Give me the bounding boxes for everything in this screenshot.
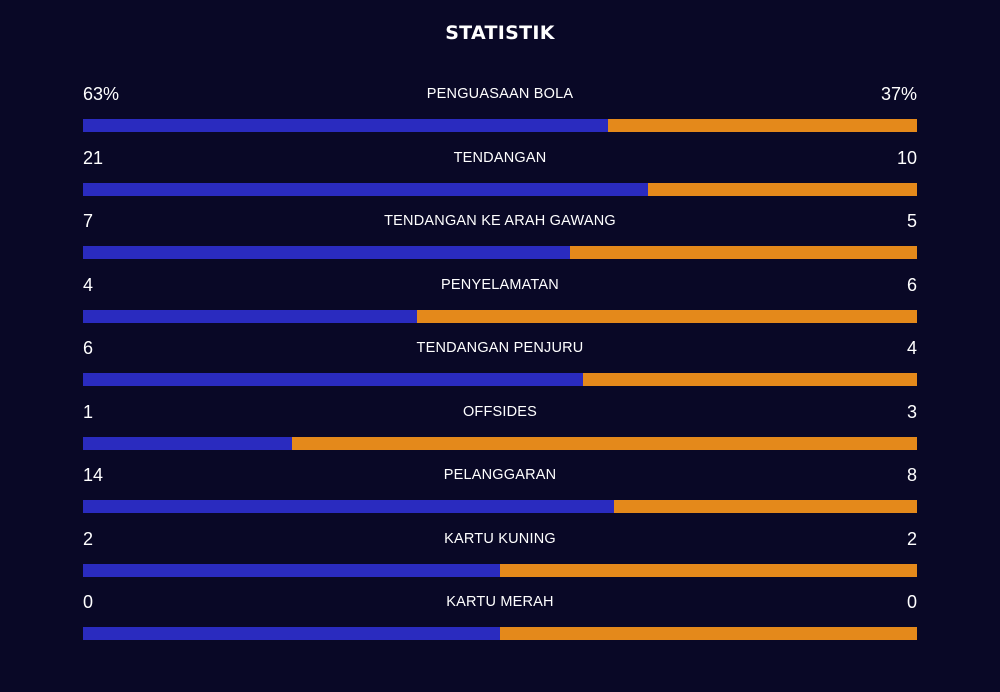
stat-comparison-bar xyxy=(83,309,917,323)
stat-away-value: 4 xyxy=(906,338,917,358)
stat-bar-away xyxy=(416,309,917,323)
stat-away-value: 5 xyxy=(906,211,917,231)
stat-label: PENGUASAAN BOLA xyxy=(426,86,574,102)
stat-away-value: 0 xyxy=(906,592,917,612)
stats-title: STATISTIK xyxy=(445,22,555,44)
stat-bar-away xyxy=(647,182,917,196)
stat-home-value: 14 xyxy=(83,465,104,485)
stat-bar-away xyxy=(608,119,917,132)
stat-label: TENDANGAN KE ARAH GAWANG xyxy=(384,213,616,229)
stat-home-value: 0 xyxy=(83,592,94,612)
stat-home-value: 63% xyxy=(83,84,120,104)
stat-bar-away xyxy=(500,563,917,577)
stat-comparison-bar xyxy=(83,436,917,450)
stat-home-value: 1 xyxy=(83,401,94,422)
stat-comparison-bar xyxy=(83,246,917,259)
stat-row-corners: 6 TENDANGAN PENJURU 4 xyxy=(83,334,917,398)
stat-bar-home xyxy=(83,119,609,132)
stat-bar-away xyxy=(583,373,917,386)
stat-row-shots-on-target: 7 TENDANGAN KE ARAH GAWANG 5 xyxy=(83,207,917,271)
stat-bar-away xyxy=(613,500,917,513)
stat-row-shots: 21 TENDANGAN 10 xyxy=(83,144,917,208)
stat-row-saves: 4 PENYELAMATAN 6 xyxy=(83,271,917,335)
stat-comparison-bar xyxy=(83,500,917,513)
stat-away-value: 37% xyxy=(880,84,917,104)
stat-label: TENDANGAN xyxy=(453,149,547,166)
stat-label: PELANGGARAN xyxy=(443,467,557,483)
stat-row-possession: 63% PENGUASAAN BOLA 37% xyxy=(83,80,917,144)
stat-home-value: 6 xyxy=(83,338,94,358)
stat-label: KARTU KUNING xyxy=(444,530,556,547)
stat-label: PENYELAMATAN xyxy=(441,276,559,293)
stats-list: 63% PENGUASAAN BOLA 37% 21 TENDANGAN 1 0 … xyxy=(83,80,917,652)
stat-row-fouls: 14 PELANGGARAN 8 xyxy=(83,461,917,525)
stat-row-yellow-cards: 2 KARTU KUNING 2 xyxy=(83,525,917,589)
stat-comparison-bar xyxy=(83,627,917,640)
stat-home-value: 4 xyxy=(83,274,94,295)
stat-bar-home xyxy=(83,436,292,450)
stat-comparison-bar xyxy=(83,119,917,132)
stat-away-value: 10 xyxy=(896,147,917,168)
stat-comparison-bar xyxy=(83,373,917,386)
stat-label: KARTU MERAH xyxy=(446,594,554,610)
stat-home-value: 21 xyxy=(83,147,104,168)
stat-comparison-bar xyxy=(83,563,917,577)
stat-home-value: 2 xyxy=(83,528,94,549)
stat-away-value: 6 xyxy=(906,274,917,295)
stat-away-value: 3 xyxy=(906,401,917,422)
stat-label: OFFSIDES xyxy=(462,403,538,420)
stat-bar-home xyxy=(83,182,648,196)
stat-bar-home xyxy=(83,246,570,259)
stat-bar-home xyxy=(83,500,614,513)
stat-bar-away xyxy=(500,627,917,640)
stat-comparison-bar xyxy=(83,182,917,196)
stat-bar-home xyxy=(83,627,500,640)
stat-bar-away xyxy=(569,246,917,259)
stat-bar-away xyxy=(291,436,917,450)
stat-bar-home xyxy=(83,373,584,386)
stat-home-value: 7 xyxy=(83,211,94,231)
stat-row-offsides: 1 OFFSIDES 3 xyxy=(83,398,917,462)
stat-label: TENDANGAN PENJURU xyxy=(416,340,584,356)
stat-away-value: 2 xyxy=(906,528,917,549)
stat-bar-home xyxy=(83,563,500,577)
stat-row-red-cards: 0 KARTU MERAH 0 xyxy=(83,588,917,652)
stat-bar-home xyxy=(83,309,417,323)
stat-away-value: 8 xyxy=(906,465,917,485)
